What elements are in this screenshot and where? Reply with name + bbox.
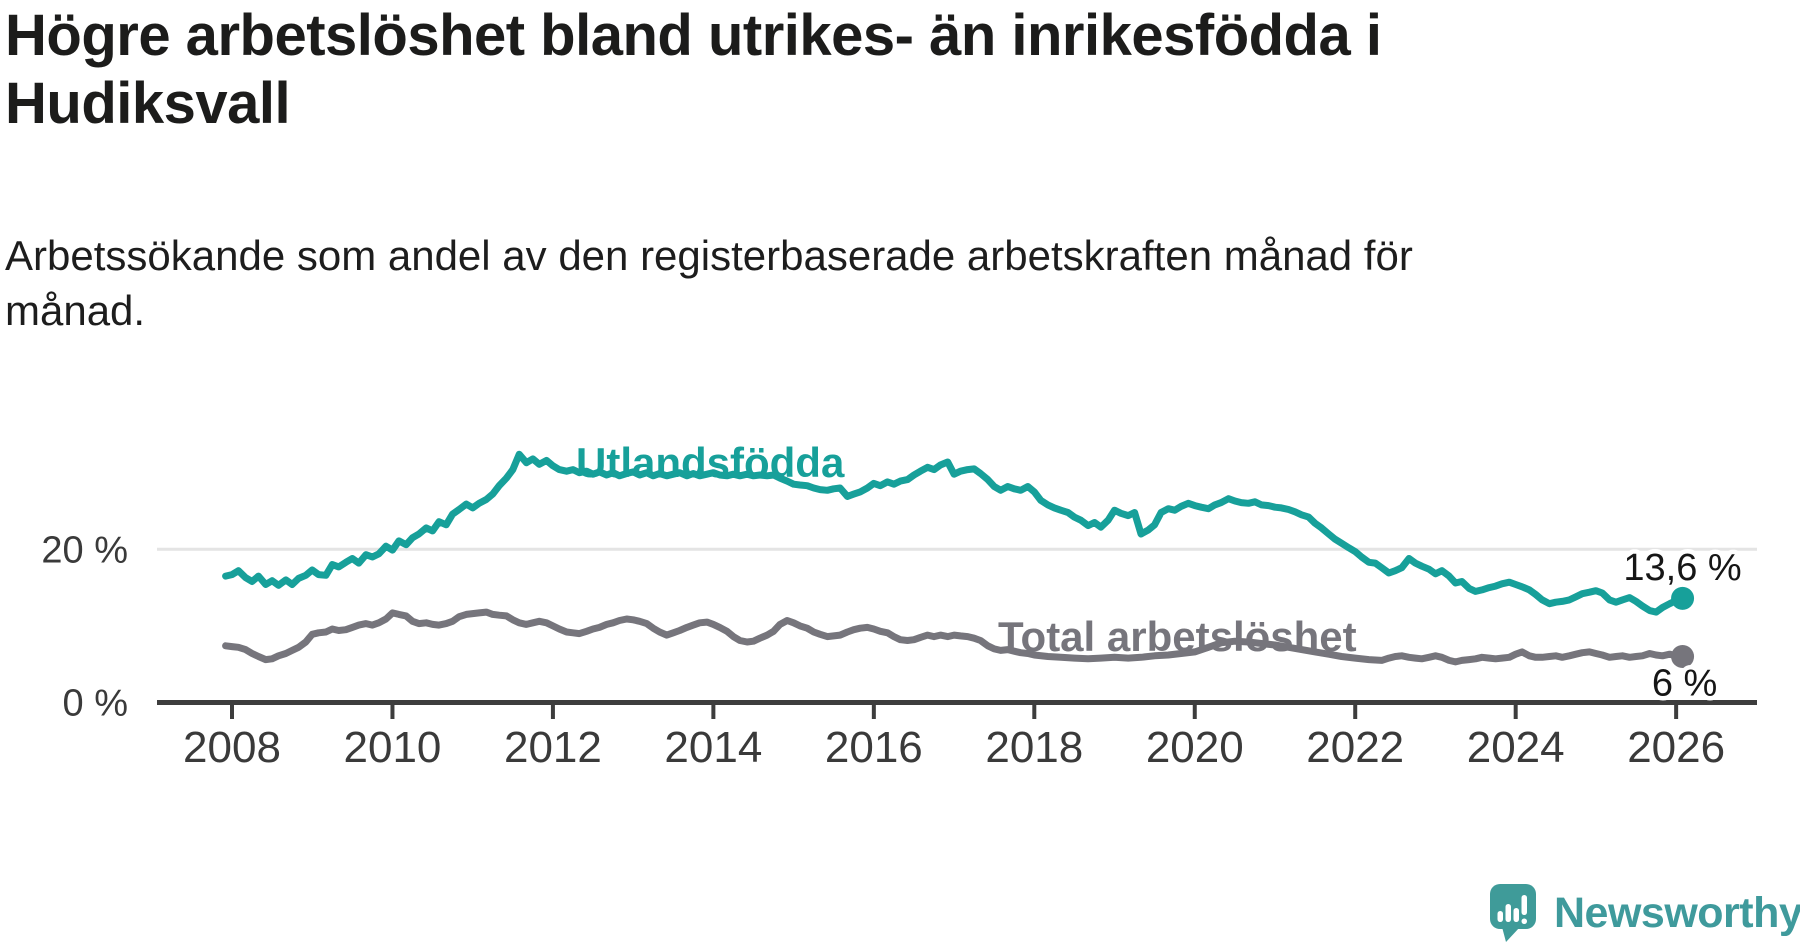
x-tick-label-2012: 2012 [504,723,602,772]
chart-subtitle-line1: Arbetssökande som andel av den registerb… [5,232,1413,279]
series-line-utlandsfodda [222,450,1687,616]
y-axis-label-20: 20 % [41,529,128,571]
chart-title: Högre arbetslöshet bland utrikes- än inr… [5,2,1705,139]
x-tick-label-2024: 2024 [1467,723,1565,772]
x-tick-label-2010: 2010 [344,723,442,772]
x-tick-label-2014: 2014 [664,723,762,772]
series-label-utlandsfodda: Utlandsfödda [576,439,845,486]
y-axis-label-0: 0 % [63,683,128,725]
bar-chart-speech-bubble-icon [1490,884,1536,942]
x-tick-label-2018: 2018 [985,723,1083,772]
latest-value-dot-total [1671,645,1695,669]
brand-name: Newsworthy [1554,888,1800,937]
end-value-label-total: 6 % [1652,663,1717,705]
x-tick-label-2022: 2022 [1306,723,1404,772]
x-tick-label-2020: 2020 [1146,723,1244,772]
x-tick-label-2008: 2008 [183,723,281,772]
newsworthy-logo[interactable]: Newsworthy [1489,882,1800,944]
latest-value-dot-utlandsfodda [1671,586,1695,610]
series-line-total-arbetsloshet [222,608,1687,666]
chart-subtitle-line2: månad. [5,287,146,335]
chart-title-line2: Hudiksvall [5,71,291,137]
x-axis: 0 % 20 % 2008 2010 2012 2014 2016 2018 2020 2022 2… [41,529,1757,772]
series-lines [222,450,1695,669]
chart-title-line1: Högre arbetslöshet bland utrikes- än inr… [5,3,1382,68]
chart-labels: 13,6 % Utlandsfödda 6 % Total arbetslöshet [576,439,1746,709]
x-tick-label-2016: 2016 [825,723,923,772]
series-label-total-arbetsloshet: Total arbetslöshet [998,613,1357,660]
x-tick-label-2026: 2026 [1627,723,1725,772]
end-value-label-utlandsfodda: 13,6 % [1623,547,1741,589]
chart-subtitle: Arbetssökande som andel av den registerb… [5,228,1505,339]
